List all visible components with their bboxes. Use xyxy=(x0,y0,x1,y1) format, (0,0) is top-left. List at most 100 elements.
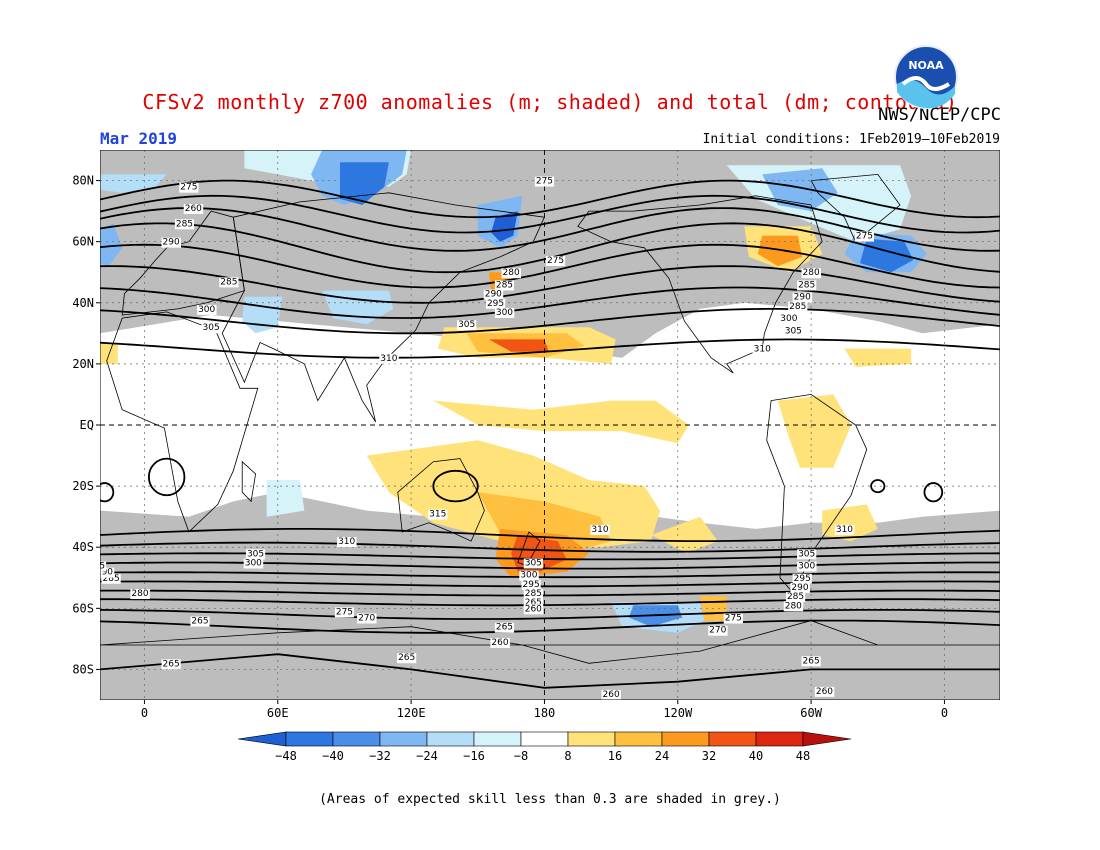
contour-label-bg xyxy=(494,622,515,633)
contour-label: 300 xyxy=(780,314,797,324)
colorbar-tick-label: 16 xyxy=(608,749,622,763)
colorbar-segment xyxy=(661,731,710,747)
contour-line-south xyxy=(100,598,1000,607)
longitude-label: 0 xyxy=(941,706,948,720)
contour-line-north xyxy=(100,194,1000,234)
contour-label-bg xyxy=(245,549,266,560)
contour-label: 305 xyxy=(203,323,220,333)
contour-label: 275 xyxy=(856,232,873,242)
colorbar-segment xyxy=(755,731,804,747)
latitude-label: EQ xyxy=(80,418,94,432)
contour-label-bg xyxy=(337,537,357,548)
pos-south-america-shade xyxy=(777,394,852,468)
colorbar-tick-label: −32 xyxy=(369,749,391,763)
contour-label: 285 xyxy=(798,280,815,290)
contour-label-bg xyxy=(723,613,743,624)
contour-label: 275 xyxy=(725,614,742,624)
colorbar-segment xyxy=(614,731,663,747)
contour-line-south xyxy=(100,580,1000,588)
contour-label-bg xyxy=(801,656,821,667)
contour-label: 260 xyxy=(491,638,508,648)
contour-label: 260 xyxy=(603,690,620,700)
contour-label-bg xyxy=(357,613,377,624)
contour-label-bg xyxy=(779,314,799,325)
neg-south-indian-shade xyxy=(266,480,305,517)
colorbar-max-arrow xyxy=(802,731,852,747)
contour-label-bg xyxy=(783,601,804,612)
noaa-logo-text: NOAA xyxy=(908,59,944,72)
longitude-label: 120W xyxy=(663,706,693,720)
closed-contour xyxy=(432,469,479,503)
contour-label-bg xyxy=(785,592,806,603)
contour-label: 265 xyxy=(496,623,513,633)
contour-label: 290 xyxy=(791,583,808,593)
longitude-label: 120E xyxy=(397,706,426,720)
asia-coast xyxy=(221,192,545,423)
contour-label-bg xyxy=(130,589,150,600)
contour-line-north xyxy=(100,207,1000,252)
contour-label-bg xyxy=(428,509,448,520)
neg-europe-edge-shade xyxy=(100,223,123,267)
contour-label-bg xyxy=(834,524,855,535)
pos-north-pacific-deep-shade xyxy=(488,339,549,352)
contour-label: 265 xyxy=(803,656,820,666)
footnote: (Areas of expected skill less than 0.3 a… xyxy=(319,792,781,807)
contour-label: 300 xyxy=(496,308,513,318)
longitude-label: 60E xyxy=(267,706,289,720)
pos-subtropic-atlantic-shade xyxy=(844,348,912,367)
latitude-label: 60N xyxy=(72,235,94,249)
greenland-coast xyxy=(810,173,901,243)
contour-label-bg xyxy=(545,256,566,266)
contour-line-south xyxy=(100,528,1000,542)
contour-label-bg xyxy=(523,558,543,569)
latitude-label: 60S xyxy=(72,601,94,615)
colorbar-tick-label: −48 xyxy=(275,749,297,763)
contour-line-north xyxy=(100,308,1000,335)
contour-label-bg xyxy=(708,625,728,636)
colorbar-segment xyxy=(520,731,569,747)
contour-label: 295 xyxy=(523,580,540,590)
contour-label: 280 xyxy=(131,589,148,599)
contour-label: 275 xyxy=(547,256,564,266)
contour-label: 285 xyxy=(787,592,804,602)
contour-label: 285 xyxy=(220,277,237,287)
latitude-label: 80N xyxy=(72,174,94,188)
contour-label-bg xyxy=(519,570,539,581)
colorbar-segment xyxy=(285,731,334,747)
contour-label: 310 xyxy=(380,354,397,364)
pos-sahel-west-shade xyxy=(100,342,118,364)
colorbar-tick-label: −8 xyxy=(514,749,528,763)
colorbar-tick-label: −16 xyxy=(463,749,485,763)
contour-label: 285 xyxy=(789,302,806,312)
contour-label: 290 xyxy=(100,568,113,578)
agency-label: NWS/NCEP/CPC xyxy=(878,105,1001,125)
contour-label-bg xyxy=(100,561,107,572)
contour-label-bg xyxy=(797,280,817,291)
contour-label-bg xyxy=(201,323,221,334)
colorbar-tick-label: 8 xyxy=(564,749,571,763)
contour-label-bg xyxy=(174,219,195,230)
contour-label-bg xyxy=(534,176,555,187)
longitude-label: 180 xyxy=(534,706,556,720)
contour-label-bg xyxy=(183,204,204,215)
contour-line-south xyxy=(100,589,1000,597)
latitude-label: 40N xyxy=(72,296,94,310)
contour-label-bg xyxy=(197,304,217,315)
latitude-label: 20S xyxy=(72,479,94,493)
contour-label-bg xyxy=(797,549,817,560)
contour-label: 305 xyxy=(785,326,802,336)
contour-label-bg xyxy=(490,637,510,648)
colorbar-tick-label: −40 xyxy=(322,749,344,763)
contour-label-bg xyxy=(788,301,808,312)
contour-label-bg xyxy=(590,524,610,535)
contour-label: 305 xyxy=(525,559,542,569)
map-axes: 80N 60N 40N 20N EQ 20S 40S 60S 80S 0 60E 120E 180 120… xyxy=(72,174,948,720)
contour-line-south xyxy=(100,541,1000,553)
contour-label: 305 xyxy=(247,549,264,559)
contour-label: 310 xyxy=(754,345,771,355)
contour-label-bg xyxy=(521,579,541,590)
contour-label: 310 xyxy=(836,525,853,535)
contour-label-bg xyxy=(752,344,773,355)
contour-label: 280 xyxy=(785,601,802,611)
contour-line-north xyxy=(100,243,1000,289)
